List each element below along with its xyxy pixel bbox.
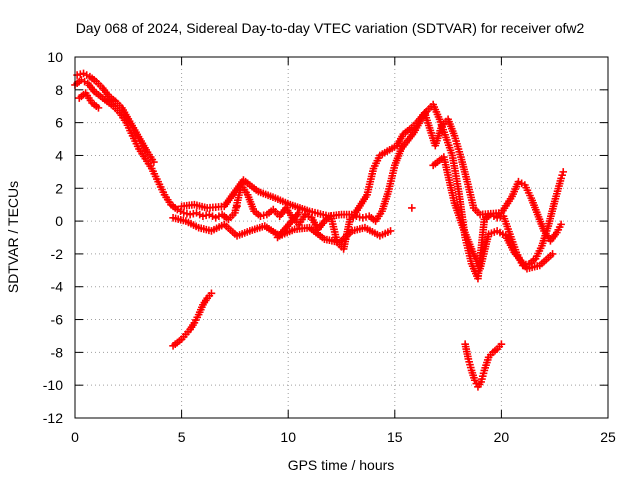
data-point (76, 70, 85, 79)
data-point (183, 209, 191, 218)
y-tick-label: -12 (43, 410, 63, 426)
data-point (94, 104, 103, 112)
y-tick-label: 6 (55, 115, 63, 131)
data-point (186, 210, 194, 219)
data-point (558, 171, 566, 179)
series-lower-left-segment (169, 289, 216, 350)
x-tick-label: 0 (71, 429, 79, 445)
y-tick-label: 2 (55, 180, 63, 196)
data-point (496, 213, 505, 221)
data-layer (71, 69, 568, 391)
data-point (207, 289, 216, 298)
y-tick-label: 4 (55, 147, 63, 163)
series-lower-right-segment (461, 340, 506, 391)
data-point (150, 158, 158, 166)
data-point (189, 209, 198, 218)
y-tick-label: 10 (47, 49, 63, 65)
data-point (493, 214, 501, 222)
data-point (548, 250, 557, 258)
data-point (497, 340, 506, 348)
series-isolated-points (233, 202, 416, 242)
y-tick-label: -4 (51, 279, 64, 295)
grid-layer (75, 57, 608, 418)
y-tick-label: -6 (51, 312, 64, 328)
x-axis-label: GPS time / hours (288, 457, 395, 473)
y-tick-label: -8 (51, 344, 64, 360)
y-tick-label: 0 (55, 213, 63, 229)
data-point (484, 230, 493, 239)
y-axis-label: SDTVAR / TECUs (5, 181, 21, 293)
series-upper-band (73, 69, 565, 245)
x-tick-label: 10 (280, 429, 296, 445)
data-point (359, 214, 367, 222)
data-point (199, 212, 207, 220)
y-tick-label: -10 (43, 377, 63, 393)
data-point (179, 209, 188, 217)
data-point (259, 211, 268, 220)
plot-frame (74, 56, 609, 419)
y-tick-label: -2 (51, 246, 64, 262)
data-point (559, 168, 568, 176)
data-point (295, 209, 303, 217)
y-tick-label: 8 (55, 82, 63, 98)
data-point (487, 229, 496, 237)
data-point (256, 212, 265, 220)
data-point (362, 213, 370, 221)
x-tick-label: 25 (600, 429, 616, 445)
data-point (233, 202, 241, 211)
data-point (557, 174, 565, 183)
data-point (408, 204, 416, 212)
data-point (557, 220, 565, 229)
chart-title: Day 068 of 2024, Sidereal Day-to-day VTE… (76, 20, 585, 36)
x-tick-label: 20 (494, 429, 510, 445)
data-point (355, 213, 364, 221)
x-tick-label: 5 (178, 429, 186, 445)
x-tick-label: 15 (387, 429, 403, 445)
series-main-trace (71, 76, 568, 283)
data-point (202, 211, 210, 220)
data-point (386, 227, 395, 235)
